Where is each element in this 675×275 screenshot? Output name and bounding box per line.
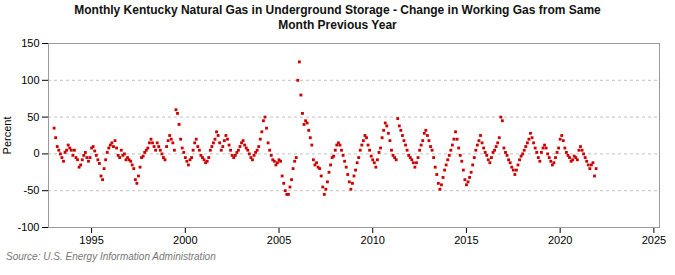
svg-text:100: 100 [21, 74, 39, 86]
svg-text:2015: 2015 [454, 234, 478, 246]
html-text:Source: U.S. Energy Informatio: Source: U.S. Energy Information Administ… [6, 251, 216, 262]
svg-text:2025: 2025 [642, 234, 666, 246]
html-text:Monthly Kentucky Natural Gas i: Monthly Kentucky Natural Gas in Undergro… [74, 3, 601, 32]
svg-text:50: 50 [27, 111, 39, 123]
svg-text:2010: 2010 [361, 234, 385, 246]
svg-text:0: 0 [33, 147, 39, 159]
svg-text:-50: -50 [24, 184, 40, 196]
svg-text:2020: 2020 [548, 234, 572, 246]
svg-text:-100: -100 [17, 221, 39, 233]
svg-text:Percent: Percent [1, 117, 13, 155]
svg-text:2005: 2005 [267, 234, 291, 246]
svg-text:1995: 1995 [79, 234, 103, 246]
svg-text:150: 150 [21, 37, 39, 49]
svg-text:2000: 2000 [173, 234, 197, 246]
